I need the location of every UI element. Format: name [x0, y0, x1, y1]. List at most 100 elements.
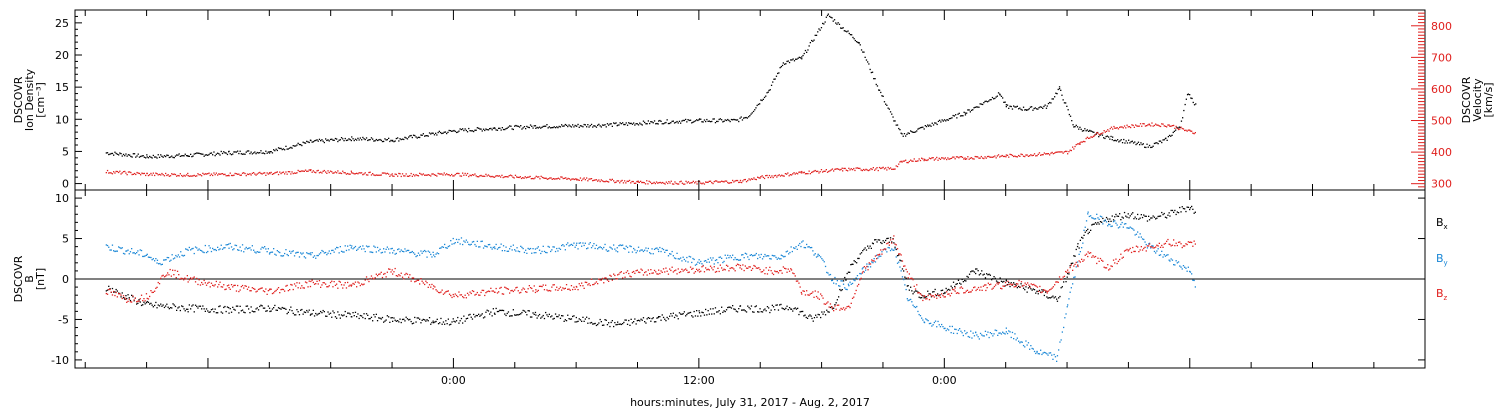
- bx-point: [190, 308, 192, 310]
- by-point: [791, 250, 793, 253]
- bx-point: [370, 316, 373, 318]
- velocity-point: [877, 169, 879, 172]
- bz-point: [190, 277, 192, 279]
- bx-point: [639, 320, 641, 322]
- velocity-point: [927, 159, 929, 161]
- velocity-point: [979, 157, 981, 159]
- velocity-point: [320, 171, 322, 173]
- velocity-point: [438, 173, 440, 175]
- by-point: [801, 241, 803, 243]
- velocity-point: [439, 173, 442, 175]
- velocity-point: [812, 171, 814, 173]
- velocity-point: [838, 168, 840, 170]
- by-point: [212, 247, 214, 250]
- density-point: [548, 126, 550, 128]
- bz-point: [155, 287, 157, 289]
- density-point: [379, 138, 381, 141]
- by-point: [565, 243, 568, 246]
- bz-point: [496, 292, 499, 294]
- density-point: [760, 99, 762, 101]
- by-point: [1066, 306, 1068, 308]
- by-point: [895, 256, 897, 258]
- density-point: [634, 124, 636, 126]
- by-point: [312, 256, 314, 258]
- velocity-point: [1073, 148, 1075, 150]
- by-point: [342, 251, 344, 253]
- bz-point: [603, 282, 605, 284]
- by-point: [487, 244, 490, 246]
- by-point: [1042, 352, 1044, 354]
- velocity-point: [225, 175, 227, 177]
- bx-point: [1079, 239, 1081, 241]
- velocity-point: [304, 169, 307, 171]
- bz-point: [158, 283, 161, 285]
- bx-point: [512, 309, 514, 311]
- by-point: [1016, 337, 1018, 339]
- by-point: [682, 256, 684, 258]
- bz-point: [692, 267, 694, 270]
- density-point: [106, 152, 109, 154]
- bz-point: [882, 249, 884, 251]
- velocity-point: [988, 155, 990, 158]
- bx-point: [913, 291, 915, 293]
- velocity-point: [651, 182, 653, 185]
- bz-point: [1152, 247, 1154, 249]
- bx-point: [761, 311, 764, 313]
- by-point: [836, 280, 838, 282]
- bx-point: [1027, 287, 1030, 289]
- by-point: [1189, 270, 1191, 273]
- density-point: [315, 139, 317, 142]
- by-point: [132, 252, 134, 254]
- velocity-point: [799, 171, 801, 173]
- bx-point: [874, 239, 876, 241]
- velocity-point: [331, 171, 333, 173]
- bz-point: [939, 296, 942, 298]
- density-point: [1009, 105, 1011, 107]
- bx-point: [1025, 286, 1027, 288]
- by-point: [284, 252, 286, 255]
- bx-point: [312, 309, 314, 311]
- velocity-point: [311, 171, 313, 173]
- by-point: [712, 257, 714, 259]
- bx-point: [131, 294, 133, 296]
- velocity-point: [143, 172, 145, 175]
- by-point: [532, 248, 534, 250]
- density-point: [698, 119, 700, 121]
- density-point: [460, 128, 463, 131]
- bx-point: [125, 295, 127, 297]
- bx-point: [121, 292, 123, 294]
- bz-point: [271, 292, 274, 295]
- density-point: [583, 123, 585, 126]
- bz-point: [390, 271, 392, 273]
- bx-point: [1038, 289, 1041, 292]
- bz-point: [895, 244, 897, 246]
- by-point: [131, 248, 133, 250]
- density-point: [541, 126, 543, 128]
- density-point: [295, 145, 297, 147]
- bx-point: [698, 312, 701, 314]
- bx-point: [534, 311, 537, 314]
- bx-point: [185, 308, 188, 310]
- velocity-point: [865, 168, 867, 170]
- velocity-point: [275, 171, 277, 174]
- density-point: [475, 129, 477, 131]
- density-point: [220, 150, 222, 153]
- density-point: [865, 59, 868, 61]
- bx-point: [1065, 281, 1067, 283]
- velocity-point: [670, 180, 672, 182]
- velocity-point: [348, 173, 350, 175]
- bx-point: [490, 311, 492, 313]
- bx-point: [504, 313, 506, 315]
- density-point: [943, 119, 946, 121]
- density-point: [570, 126, 573, 128]
- bx-point: [342, 315, 344, 317]
- bz-point: [675, 269, 677, 271]
- by-point: [1035, 352, 1037, 355]
- by-point: [686, 256, 688, 259]
- density-point: [465, 129, 467, 132]
- by-point: [589, 242, 591, 244]
- velocity-point: [1009, 153, 1011, 155]
- velocity-point: [637, 181, 639, 183]
- by-point: [213, 249, 215, 251]
- bx-point: [1056, 298, 1058, 300]
